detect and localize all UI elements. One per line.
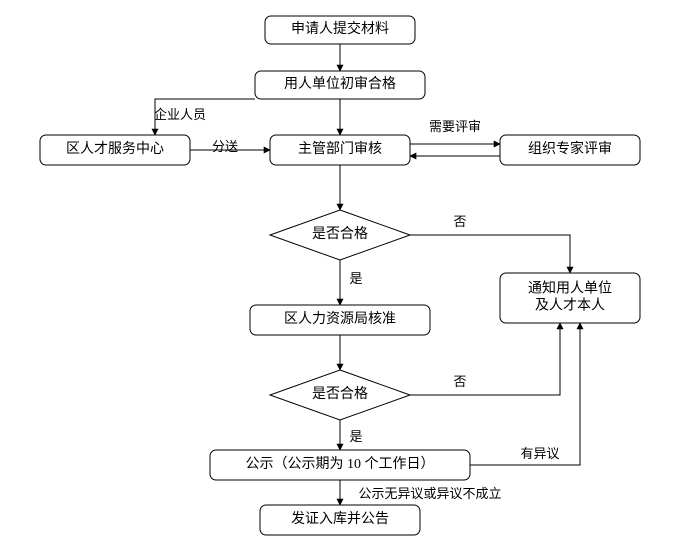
node-label: 是否合格 [312, 226, 368, 242]
edge-label: 需要评审 [429, 119, 481, 134]
node-n4: 主管部门审核 [270, 135, 410, 165]
edge-label: 有异议 [520, 446, 559, 461]
node-n1: 申请人提交材料 [265, 16, 415, 44]
edge-label: 企业人员 [154, 107, 206, 122]
node-label: 及人才本人 [535, 298, 605, 314]
node-n5: 组织专家评审 [500, 135, 640, 165]
node-label: 是否合格 [312, 386, 368, 402]
node-n11: 发证入库并公告 [260, 505, 420, 535]
node-label: 组织专家评审 [528, 140, 612, 157]
node-label: 主管部门审核 [298, 141, 382, 157]
node-n2: 用人单位初审合格 [255, 71, 425, 99]
edge-label: 是 [349, 271, 362, 286]
node-n6: 是否合格 [270, 210, 410, 260]
edge-label: 否 [453, 214, 466, 229]
node-label: 发证入库并公告 [291, 511, 389, 527]
node-label: 区人才服务中心 [66, 141, 164, 157]
node-n10: 公示（公示期为 10 个工作日） [210, 450, 470, 480]
node-label: 通知用人单位 [528, 280, 612, 297]
edge-label: 公示无异议或异议不成立 [358, 486, 501, 501]
node-label: 申请人提交材料 [291, 20, 389, 37]
node-n8: 通知用人单位及人才本人 [500, 273, 640, 323]
edge-8 [410, 235, 570, 273]
node-label: 公示（公示期为 10 个工作日） [246, 456, 435, 472]
edge-label: 否 [453, 374, 466, 389]
edge-label: 分送 [212, 139, 238, 154]
node-label: 区人力资源局核准 [284, 311, 396, 327]
node-n3: 区人才服务中心 [40, 135, 190, 165]
node-n9: 是否合格 [270, 370, 410, 420]
node-label: 用人单位初审合格 [284, 75, 396, 92]
edge-12 [470, 323, 580, 465]
node-n7: 区人力资源局核准 [250, 305, 430, 335]
edge-label: 是 [349, 429, 362, 444]
edge-11 [410, 323, 560, 395]
